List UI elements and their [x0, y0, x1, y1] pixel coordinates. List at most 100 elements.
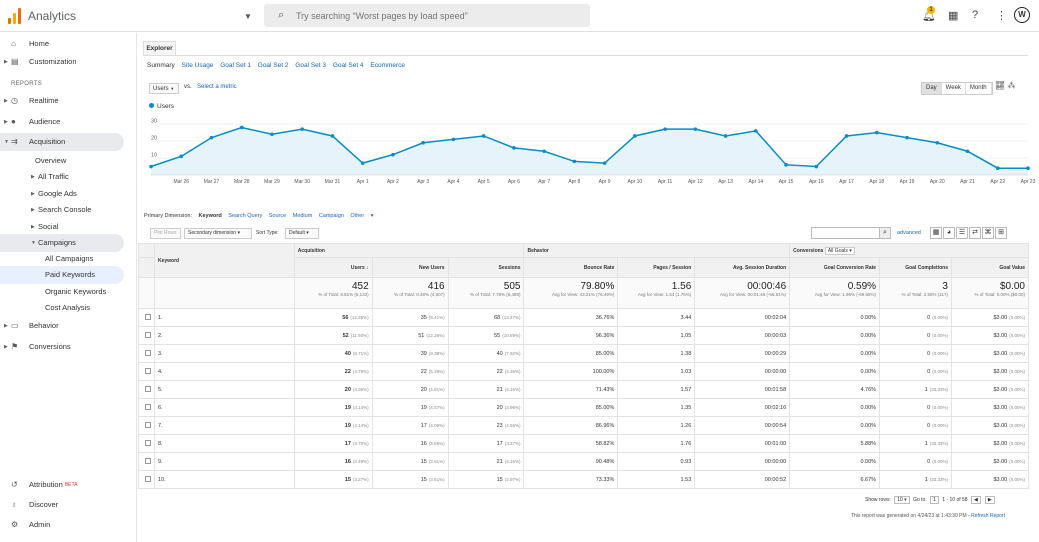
table-row[interactable]: 9. 16 (3.49%) 15 (3.61%) 21 (4.16%) 90.48% 0.93 0…	[138, 452, 1030, 471]
term-cloud-icon[interactable]: ⌘	[982, 227, 994, 239]
table-row[interactable]: 1. 56 (12.25%) 35 (8.41%) 68 (13.47%) 36.76% 3.4…	[138, 308, 1030, 327]
refresh-report-link[interactable]: Refresh Report	[971, 513, 1005, 519]
account-selector-caret-icon[interactable]: ▼	[244, 12, 252, 21]
table-row[interactable]: 3. 40 (8.71%) 39 (9.38%) 40 (7.92%) 85.00% 1.38 0…	[138, 344, 1030, 363]
subtab-goal-set-4[interactable]: Goal Set 4	[332, 62, 364, 69]
row-checkbox[interactable]	[144, 457, 151, 464]
row-checkbox[interactable]	[144, 403, 151, 410]
subtab-summary[interactable]: Summary	[147, 62, 175, 69]
sidebar-item-campaigns[interactable]: ▼ Campaigns	[0, 234, 124, 252]
motion-chart-icon[interactable]: ⁂	[1007, 81, 1016, 90]
sidebar-item-all-traffic[interactable]: ▶ All Traffic	[0, 168, 137, 186]
cell-new-users: 22 (5.29%)	[371, 362, 449, 381]
help-icon[interactable]: ?	[972, 9, 979, 21]
advanced-filter-link[interactable]: advanced	[897, 230, 921, 236]
tab-explorer[interactable]: Explorer	[143, 41, 176, 55]
row-checkbox[interactable]	[144, 421, 151, 428]
table-row[interactable]: 7. 19 (4.14%) 17 (4.09%) 23 (4.55%) 86.96% 1.26 0…	[138, 416, 1030, 435]
search-bar[interactable]: ⌕	[264, 4, 590, 27]
col-goal-conversion-rate[interactable]: Goal Conversion Rate	[789, 257, 881, 278]
col-pages-session[interactable]: Pages / Session	[617, 257, 696, 278]
row-checkbox[interactable]	[144, 475, 151, 482]
search-input[interactable]	[296, 7, 576, 24]
select-metric-link[interactable]: Select a metric	[197, 84, 237, 90]
row-number: 8.	[153, 434, 295, 453]
table-row[interactable]: 10. 15 (3.27%) 15 (3.61%) 15 (2.97%) 73.33% 1.53…	[138, 470, 1030, 489]
sidebar-item-cost-analysis[interactable]: Cost Analysis	[45, 303, 91, 312]
sidebar-item-paid-keywords[interactable]: Paid Keywords	[0, 266, 124, 284]
row-checkbox[interactable]	[144, 367, 151, 374]
data-point	[542, 149, 546, 154]
row-checkbox[interactable]	[144, 313, 151, 320]
pivot-icon[interactable]: ⊞	[995, 227, 1007, 239]
sidebar-item-home[interactable]: ⌂ Home	[0, 35, 137, 53]
col-goal-value[interactable]: Goal Value	[950, 257, 1030, 278]
sort-type-dropdown[interactable]: Default ▾	[285, 228, 319, 239]
row-checkbox[interactable]	[144, 439, 151, 446]
sidebar-item-conversions[interactable]: ▶ ⚑ Conversions	[0, 338, 137, 356]
comparison-icon[interactable]: ⇄	[969, 227, 981, 239]
row-checkbox[interactable]	[144, 385, 151, 392]
sidebar-item-acquisition[interactable]: ▼ ⇉ Acquisition	[0, 133, 124, 151]
sidebar-item-social[interactable]: ▶ Social	[0, 218, 137, 236]
subtab-goal-set-2[interactable]: Goal Set 2	[257, 62, 289, 69]
dimension-medium[interactable]: Medium	[292, 213, 313, 219]
sidebar-item-all-campaigns[interactable]: All Campaigns	[45, 254, 94, 263]
next-page-button[interactable]: ▶	[984, 496, 995, 504]
dimension-campaign[interactable]: Campaign	[318, 213, 344, 219]
table-row[interactable]: 5. 20 (4.36%) 20 (4.81%) 21 (4.16%) 71.43% 1.57 0…	[138, 380, 1030, 399]
dimension-keyword[interactable]: Keyword	[198, 213, 222, 219]
sidebar-item-overview[interactable]: Overview	[35, 156, 67, 165]
sidebar-item-discover[interactable]: ♁ Discover	[0, 496, 137, 514]
sidebar-item-google-ads[interactable]: ▶ Google Ads	[0, 185, 137, 203]
metric-dropdown[interactable]: Users ▼	[149, 83, 179, 94]
data-table-icon[interactable]: ▦	[930, 227, 942, 239]
goto-input[interactable]: 1	[930, 496, 939, 504]
pie-chart-icon[interactable]: ◕	[943, 227, 955, 239]
sidebar-item-behavior[interactable]: ▶ ▭ Behavior	[0, 317, 137, 335]
sidebar-item-admin[interactable]: ⚙ Admin	[0, 516, 137, 534]
more-vert-icon[interactable]: ⋮	[996, 10, 1007, 22]
col-new-users[interactable]: New Users	[371, 257, 449, 278]
subtab-goal-set-1[interactable]: Goal Set 1	[220, 62, 251, 69]
analytics-logo[interactable]	[8, 8, 22, 24]
performance-icon[interactable]: ☰	[956, 227, 968, 239]
prev-page-button[interactable]: ◀	[970, 496, 981, 504]
col-users[interactable]: Users ↓	[293, 257, 373, 278]
cell-avg-session-duration: 00:00:03	[694, 326, 791, 345]
sidebar-item-organic-keywords[interactable]: Organic Keywords	[45, 287, 107, 296]
secondary-dimension-dropdown[interactable]: Secondary dimension ▾	[184, 228, 252, 239]
dimension-source[interactable]: Source	[268, 213, 287, 219]
subtab-site-usage[interactable]: Site Usage	[181, 62, 214, 69]
dimension-other[interactable]: Other ▾	[350, 213, 374, 219]
goal-select-dropdown[interactable]: All Goals ▾	[824, 246, 855, 255]
period-week-button[interactable]: Week	[941, 83, 966, 94]
row-checkbox[interactable]	[144, 331, 151, 338]
show-rows-dropdown[interactable]: 10 ▾	[894, 496, 910, 504]
subtab-ecommerce[interactable]: Ecommerce	[370, 62, 406, 69]
table-row[interactable]: 8. 17 (3.70%) 16 (3.85%) 17 (3.37%) 58.82% 1.76 0…	[138, 434, 1030, 453]
sidebar-item-realtime[interactable]: ▶ ◷ Realtime	[0, 92, 137, 110]
col-bounce-rate[interactable]: Bounce Rate	[523, 257, 619, 278]
sidebar-item-search-console[interactable]: ▶ Search Console	[0, 201, 137, 219]
row-checkbox[interactable]	[144, 349, 151, 356]
sidebar-item-customization[interactable]: ▶ ▤ Customization	[0, 53, 137, 71]
subtab-goal-set-3[interactable]: Goal Set 3	[295, 62, 327, 69]
sidebar-item-attribution[interactable]: ↺ Attribution BETA	[0, 476, 137, 494]
col-keyword[interactable]: Keyword	[153, 243, 295, 278]
col-avg-session-duration[interactable]: Avg. Session Duration	[694, 257, 791, 278]
period-day-button[interactable]: Day	[922, 83, 942, 94]
apps-grid-icon[interactable]: ▦	[948, 10, 959, 22]
table-row[interactable]: 6. 19 (4.14%) 19 (4.57%) 20 (3.96%) 85.00% 1.35 0…	[138, 398, 1030, 417]
table-row[interactable]: 2. 52 (11.50%) 51 (12.26%) 55 (10.89%) 96.36% 1.…	[138, 326, 1030, 345]
plot-rows-button[interactable]: Plot Rows	[150, 228, 181, 239]
table-row[interactable]: 4. 22 (4.79%) 22 (5.29%) 22 (4.36%) 100.00% 1.03…	[138, 362, 1030, 381]
col-goal-completions[interactable]: Goal Completions	[879, 257, 952, 278]
line-chart-icon[interactable]: 📈︎	[995, 81, 1006, 90]
dimension-search-query[interactable]: Search Query	[228, 213, 263, 219]
avatar[interactable]: W	[1014, 7, 1030, 23]
search-icon[interactable]: ⌕	[879, 227, 891, 239]
col-sessions[interactable]: Sessions	[447, 257, 525, 278]
period-month-button[interactable]: Month	[965, 83, 992, 94]
sidebar-item-audience[interactable]: ▶ ● Audience	[0, 113, 137, 131]
